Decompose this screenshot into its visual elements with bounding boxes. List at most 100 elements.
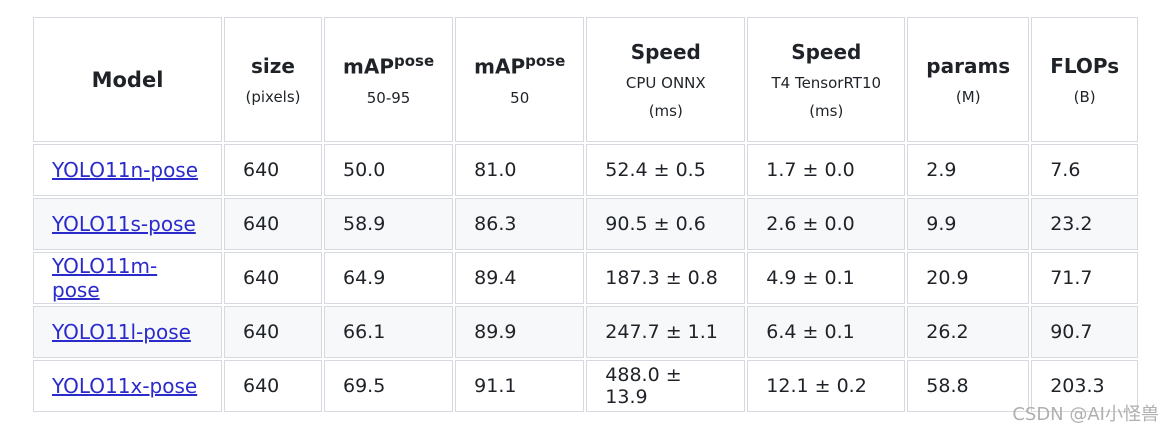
table-cell: 91.1 xyxy=(455,360,585,412)
header-title: Speed xyxy=(630,39,701,64)
header-cell: Speed T4 TensorRT10 (ms) xyxy=(747,17,906,142)
table-cell: 58.9 xyxy=(324,198,454,250)
table-cell: 4.9 ± 0.1 xyxy=(747,252,906,304)
table-cell: 20.9 xyxy=(907,252,1030,304)
table-cell: 66.1 xyxy=(324,306,454,358)
table-cell: YOLO11s-pose xyxy=(33,198,222,250)
header-subtitle: (M) xyxy=(955,87,981,106)
table-cell: 52.4 ± 0.5 xyxy=(586,144,746,196)
table-row: YOLO11x-pose 640 69.5 91.1 488.0 ± 13.9 12.1 … xyxy=(33,360,1139,412)
table-cell: 2.9 xyxy=(907,144,1030,196)
cell-text: 2.9 xyxy=(926,159,957,181)
cell-text: 86.3 xyxy=(474,213,517,235)
cell-text: 640 xyxy=(243,159,280,181)
header-subtitle: (B) xyxy=(1073,87,1096,106)
table-cell: 89.4 xyxy=(455,252,585,304)
table-cell: 187.3 ± 0.8 xyxy=(586,252,746,304)
cell-text: 640 xyxy=(243,321,280,343)
cell-text: 640 xyxy=(243,213,280,235)
header-title: params xyxy=(926,53,1011,78)
cell-text: 12.1 ± 0.2 xyxy=(766,375,867,397)
cell-text: 23.2 xyxy=(1050,213,1093,235)
cell-text: 203.3 xyxy=(1050,375,1105,397)
cell-text: 58.9 xyxy=(343,213,386,235)
table-cell: 90.5 ± 0.6 xyxy=(586,198,746,250)
header-title: mAP xyxy=(343,54,394,79)
cell-text: 64.9 xyxy=(343,267,386,289)
table-cell: 247.7 ± 1.1 xyxy=(586,306,746,358)
cell-text: 2.6 ± 0.0 xyxy=(766,213,855,235)
cell-text: 89.4 xyxy=(474,267,517,289)
model-link[interactable]: YOLO11l-pose xyxy=(52,320,191,344)
cell-text: 50.0 xyxy=(343,159,386,181)
cell-text: 52.4 ± 0.5 xyxy=(605,159,706,181)
cell-text: 89.9 xyxy=(474,321,517,343)
table-cell: YOLO11n-pose xyxy=(33,144,222,196)
cell-text: 4.9 ± 0.1 xyxy=(766,267,855,289)
header-subtitle: CPU ONNX xyxy=(625,73,706,92)
header-subtitle: (pixels) xyxy=(245,87,301,106)
cell-text: 90.5 ± 0.6 xyxy=(605,213,706,235)
table-cell: 7.6 xyxy=(1031,144,1139,196)
table-cell: 1.7 ± 0.0 xyxy=(747,144,906,196)
cell-text: 247.7 ± 1.1 xyxy=(605,321,718,343)
table-cell: 81.0 xyxy=(455,144,585,196)
cell-text: 6.4 ± 0.1 xyxy=(766,321,855,343)
table-cell: YOLO11m-pose xyxy=(33,252,222,304)
table-body: YOLO11n-pose 640 50.0 81.0 52.4 ± 0.5 1.7 ± 0… xyxy=(33,144,1139,412)
header-title: Model xyxy=(91,67,164,92)
watermark: CSDN @AI小怪兽 xyxy=(1012,404,1159,425)
cell-text: 90.7 xyxy=(1050,321,1093,343)
cell-text: 69.5 xyxy=(343,375,386,397)
table-cell: 2.6 ± 0.0 xyxy=(747,198,906,250)
header-row: Model size (pixels) mAPpose 50-95 mAPpose 50 Sp… xyxy=(33,17,1139,142)
table-cell: 640 xyxy=(224,198,322,250)
table-cell: 90.7 xyxy=(1031,306,1139,358)
cell-text: 187.3 ± 0.8 xyxy=(605,267,718,289)
table-cell: YOLO11l-pose xyxy=(33,306,222,358)
table-cell: 64.9 xyxy=(324,252,454,304)
cell-text: 20.9 xyxy=(926,267,969,289)
header-cell: mAPpose 50-95 xyxy=(324,17,454,142)
cell-text: 26.2 xyxy=(926,321,969,343)
table-cell: 12.1 ± 0.2 xyxy=(747,360,906,412)
table-cell: 69.5 xyxy=(324,360,454,412)
table-cell: 50.0 xyxy=(324,144,454,196)
table-cell: 640 xyxy=(224,306,322,358)
header-cell: mAPpose 50 xyxy=(455,17,585,142)
cell-text: 9.9 xyxy=(926,213,957,235)
model-link[interactable]: YOLO11x-pose xyxy=(52,374,198,398)
cell-text: 640 xyxy=(243,375,280,397)
model-link[interactable]: YOLO11m-pose xyxy=(52,254,158,302)
model-link[interactable]: YOLO11s-pose xyxy=(52,212,196,236)
header-subtitle: T4 TensorRT10 xyxy=(771,73,882,92)
table-cell: 488.0 ± 13.9 xyxy=(586,360,746,412)
table-cell: 640 xyxy=(224,144,322,196)
header-cell: FLOPs (B) xyxy=(1031,17,1139,142)
header-cell: Model xyxy=(33,17,222,142)
header-title: Speed xyxy=(791,39,862,64)
table-row: YOLO11l-pose 640 66.1 89.9 247.7 ± 1.1 6.4 ± … xyxy=(33,306,1139,358)
table-cell: 640 xyxy=(224,252,322,304)
cell-text: 58.8 xyxy=(926,375,969,397)
table-cell: 89.9 xyxy=(455,306,585,358)
model-link[interactable]: YOLO11n-pose xyxy=(52,158,199,182)
header-title: mAP xyxy=(474,54,526,79)
table-cell: 23.2 xyxy=(1031,198,1139,250)
table-cell: 640 xyxy=(224,360,322,412)
header-subtitle: 50 xyxy=(510,88,530,107)
table-cell: 203.3 xyxy=(1031,360,1139,412)
table-row: YOLO11n-pose 640 50.0 81.0 52.4 ± 0.5 1.7 ± 0… xyxy=(33,144,1139,196)
cell-text: 1.7 ± 0.0 xyxy=(766,159,855,181)
header-superscript: pose xyxy=(525,52,566,71)
cell-text: 66.1 xyxy=(343,321,386,343)
table-cell: 71.7 xyxy=(1031,252,1139,304)
cell-text: 488.0 ± 13.9 xyxy=(605,364,682,408)
cell-text: 640 xyxy=(243,267,280,289)
table-cell: YOLO11x-pose xyxy=(33,360,222,412)
cell-text: 91.1 xyxy=(474,375,517,397)
table-cell: 86.3 xyxy=(455,198,585,250)
header-cell: params (M) xyxy=(907,17,1030,142)
header-cell: size (pixels) xyxy=(224,17,322,142)
